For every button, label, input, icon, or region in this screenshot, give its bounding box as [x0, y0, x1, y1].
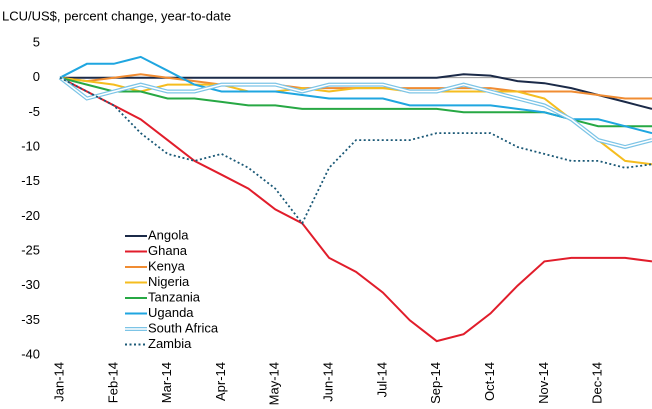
- x-tick-label: Nov-14: [536, 362, 551, 404]
- series-line: [59, 76, 652, 225]
- x-tick-label: Sep-14: [428, 362, 443, 404]
- x-tick-label: Jan-14: [51, 362, 66, 402]
- legend-label: Nigeria: [148, 274, 190, 289]
- legend-label: South Africa: [148, 320, 219, 335]
- y-tick-label: -35: [21, 312, 40, 327]
- y-tick-label: 0: [33, 69, 40, 84]
- x-tick-label: Jul-14: [374, 362, 389, 397]
- x-tick-label: May-14: [267, 362, 282, 405]
- y-tick-label: -40: [21, 346, 40, 361]
- y-tick-label: -10: [21, 138, 40, 153]
- legend-label: Angola: [148, 227, 189, 242]
- y-tick-label: 5: [33, 34, 40, 49]
- x-tick-label: Apr-14: [213, 362, 228, 401]
- x-tick-label: Feb-14: [105, 362, 120, 403]
- legend-label: Kenya: [148, 258, 186, 273]
- legend-label: Uganda: [148, 305, 194, 320]
- series-line: [59, 77, 652, 148]
- y-tick-label: -20: [21, 208, 40, 223]
- legend-label: Zambia: [148, 336, 192, 351]
- series-line: [59, 76, 652, 343]
- legend-label: Ghana: [148, 243, 188, 258]
- x-tick-label: Dec-14: [590, 362, 605, 404]
- x-tick-label: Jun-14: [321, 362, 336, 402]
- y-tick-label: -5: [28, 104, 40, 119]
- legend-label: Tanzania: [148, 289, 201, 304]
- y-tick-label: -15: [21, 173, 40, 188]
- chart-title: LCU/US$, percent change, year-to-date: [2, 8, 231, 23]
- y-tick-label: -25: [21, 242, 40, 257]
- x-tick-label: Oct-14: [482, 362, 497, 401]
- y-tick-label: -30: [21, 277, 40, 292]
- series-line: [60, 73, 652, 110]
- series-line: [59, 76, 652, 166]
- series-line: [59, 55, 652, 135]
- x-tick-label: Mar-14: [159, 362, 174, 403]
